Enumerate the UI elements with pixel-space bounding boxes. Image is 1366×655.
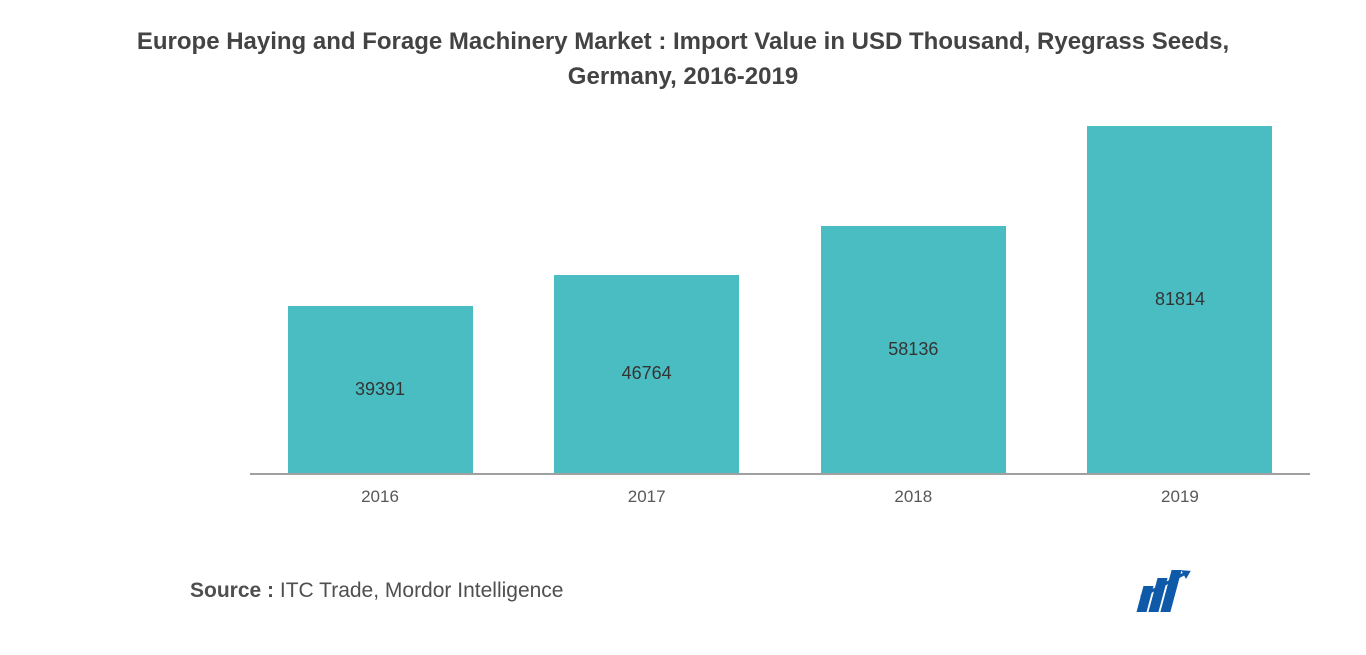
x-axis-labels: 2016 2017 2018 2019 <box>250 475 1310 507</box>
bar-wrapper: 81814 <box>1080 126 1280 473</box>
x-label: 2016 <box>280 487 480 507</box>
bar-wrapper: 58136 <box>813 226 1013 472</box>
bar-wrapper: 46764 <box>547 275 747 473</box>
chart-container: 39391 46764 58136 81814 2016 2017 2018 2… <box>250 115 1310 510</box>
x-label: 2019 <box>1080 487 1280 507</box>
x-label: 2018 <box>813 487 1013 507</box>
bar-2017: 46764 <box>554 275 739 473</box>
chart-title: Europe Haying and Forage Machinery Marke… <box>70 25 1296 95</box>
mordor-logo-icon <box>1140 570 1176 612</box>
chart-area: 39391 46764 58136 81814 <box>250 115 1310 475</box>
bar-value: 39391 <box>355 379 405 400</box>
footer: Source : ITC Trade, Mordor Intelligence <box>70 570 1296 612</box>
bar-value: 58136 <box>888 339 938 360</box>
bar-wrapper: 39391 <box>280 306 480 473</box>
source-label: Source : <box>190 579 274 602</box>
source-citation: Source : ITC Trade, Mordor Intelligence <box>190 579 564 603</box>
logo-bars-icon <box>1140 570 1176 612</box>
x-label: 2017 <box>547 487 747 507</box>
bar-value: 46764 <box>622 363 672 384</box>
bar-2018: 58136 <box>821 226 1006 472</box>
source-text: ITC Trade, Mordor Intelligence <box>274 579 563 602</box>
bar-2016: 39391 <box>288 306 473 473</box>
bar-value: 81814 <box>1155 289 1205 310</box>
logo-arrow-icon <box>1140 571 1187 598</box>
bar-2019: 81814 <box>1087 126 1272 473</box>
